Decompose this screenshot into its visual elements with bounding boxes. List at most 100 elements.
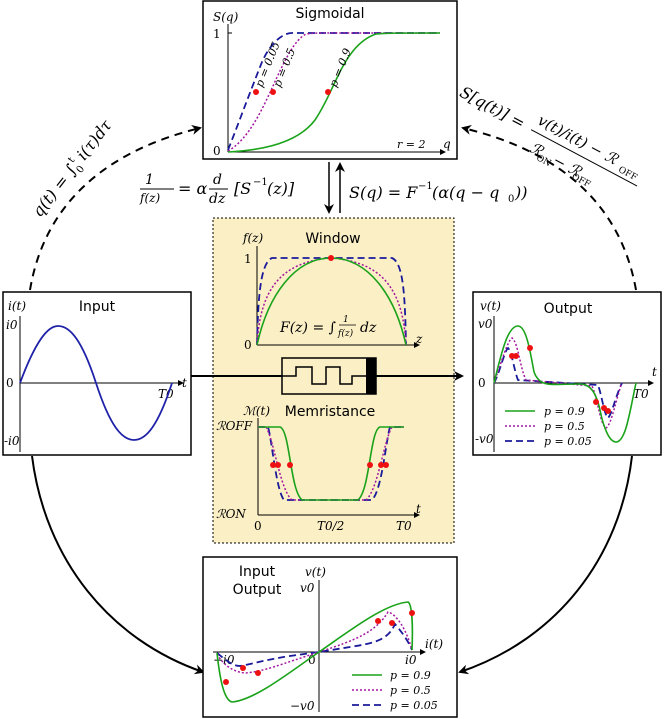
sigmoidal-xlabel: q [443,137,451,151]
io-curve-p005 [216,622,413,667]
svg-text:)): )) [514,183,527,202]
memristance-point-5 [378,462,384,468]
sigmoidal-r-label: r = 2 [397,138,425,151]
memristance-point-2 [275,462,281,468]
input-sine-curve [19,325,173,441]
window-curve-p005 [256,257,407,346]
svg-text:f(z): f(z) [337,328,354,339]
output-legend-p005: p = 0.05 [544,435,592,448]
io-xlabel: i(t) [425,637,443,651]
sigmoidal-xaxis-arrow [440,149,446,155]
window-title: Window [305,231,360,247]
io-tick-left: −i0 [213,653,235,667]
sigmoidal-curve-p09 [227,32,441,153]
io-curve-p09 [216,601,414,703]
output-point-2 [513,353,519,359]
output-tick-top: v0 [478,317,493,331]
window-xlabel: z [415,332,423,346]
arc-input-to-io [31,455,205,675]
sigmoidal-curve-p05 [227,32,440,152]
memristance-tick-xmid: T0/2 [317,519,344,533]
io-tick-right: i0 [405,653,417,667]
sigmoidal-ylabel: S(q) [213,10,239,24]
memristance-tick-xend: T0 [396,519,412,533]
window-integral-label: F(z) = ∫ 1 f(z) dz F(z) = ∫ 1/f(z) dz [279,315,377,339]
memristance-point-1 [270,462,276,468]
output-tick-T0: T0 [633,387,649,401]
memristance-xaxis-arrow [414,512,420,518]
output-tick-zero: 0 [478,376,486,390]
svg-text:(α(q − q: (α(q − q [432,183,499,202]
svg-text:[S: [S [234,179,251,198]
output-legend-p09: p = 0.9 [544,405,585,418]
io-legend-p05: p = 0.5 [390,684,431,697]
svg-text:(z)]: (z)] [267,179,295,198]
io-tick-top: v0 [300,581,315,595]
output-ylabel: v(t) [480,299,501,313]
window-ylabel: f(z) [242,231,263,245]
io-title-line2: Output [233,582,282,598]
svg-text:S[q(t)] =: S[q(t)] = [457,82,529,132]
io-point-6 [409,610,415,616]
sigmoidal-title: Sigmoidal [295,6,364,22]
output-legend: p = 0.9 p = 0.5 p = 0.05 [505,405,592,448]
arc-output-to-sigmoidal [461,125,637,291]
svg-text:F(z) = ∫: F(z) = ∫ [279,320,336,336]
window-tick-y0: 0 [244,338,252,352]
svg-text:t: t [66,155,77,165]
io-title-line1: Input [239,564,276,580]
sigmoidal-tick-y0: 0 [213,144,221,158]
io-legend: p = 0.9 p = 0.5 p = 0.05 [352,669,438,712]
svg-text:dz: dz [209,191,226,207]
sigmoidal-point-p005 [253,89,259,95]
output-title: Output [544,301,593,317]
input-xlabel: t [182,376,187,390]
io-panel: Input Output v(t) v0 −v0 −i0 i0 0 i(t) p… [202,556,458,718]
memristance-curve-p09 [258,426,404,501]
io-point-3 [255,670,261,676]
io-point-4 [375,618,381,624]
memristance-curve-p05 [258,426,404,501]
memristance-point-6 [383,462,389,468]
memristance-point-4 [367,462,373,468]
input-tick-zero: 0 [6,376,14,390]
memristance-tick-ron: ℛON [216,507,246,521]
memristance-tick-x0: 0 [254,519,262,533]
sigmoidal-point-p05 [270,89,276,95]
svg-text:S(q) = F: S(q) = F [349,183,418,202]
output-xaxis-arrow [648,380,654,386]
io-tick-zero: 0 [308,653,316,667]
svg-text:d: d [213,172,222,188]
arc-output-to-io [458,455,633,675]
io-point-1 [223,679,229,685]
sigmoidal-curve-p005 [227,32,440,151]
io-legend-p09: p = 0.9 [390,669,431,682]
input-panel: Input i(t) i0 0 -i0 T0 t [2,291,192,456]
output-tick-bottom: -v0 [475,432,494,446]
svg-text:1: 1 [145,172,154,188]
window-plot: Window f(z) 1 0 z F(z) = ∫ 1 f(z) dz F(z… [242,231,423,352]
svg-text:q(t) = ∫: q(t) = ∫ [28,161,81,221]
svg-text:dz: dz [360,320,377,336]
svg-text:1: 1 [343,315,349,325]
sigmoidal-point-p09 [325,89,331,95]
svg-text:= α: = α [178,179,207,198]
svg-text:0: 0 [75,164,88,176]
memristance-point-3 [287,462,293,468]
memristance-plot: Memristance ℳ(t) ℛOFF ℛON 0 T0/2 T0 t [216,404,421,533]
memristance-curve-p005 [258,426,404,501]
io-legend-p005: p = 0.05 [390,699,438,712]
memristance-xlabel: t [416,502,421,516]
output-point-3 [527,345,533,351]
io-tick-bottom: −v0 [290,699,315,713]
output-legend-p05: p = 0.5 [544,420,585,433]
io-point-2 [240,665,246,671]
io-ylabel: v(t) [305,565,326,579]
input-ylabel: i(t) [8,299,26,313]
memristance-ylabel: ℳ(t) [243,404,270,418]
output-curve-p05 [493,337,623,429]
svg-text:f(z): f(z) [139,191,160,205]
equation-sigmoid-def: S(q) = F −1 (α(q − q 0 )) S(q) = F−1(α(q… [349,181,527,205]
memristance-title: Memristance [285,404,376,420]
